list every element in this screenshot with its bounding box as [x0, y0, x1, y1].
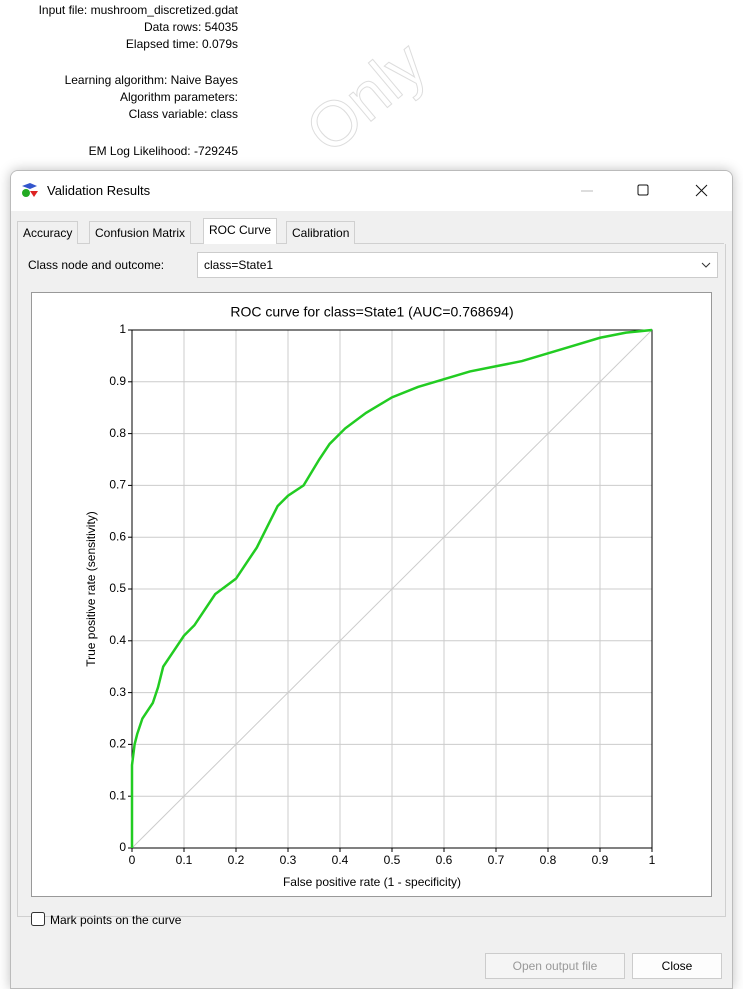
dropdown-arrow [701, 262, 711, 268]
log-block: Input file: mushroom_discretized.gdat Da… [0, 2, 238, 53]
window-title: Validation Results [47, 183, 151, 198]
y-tick-label: 0.7 [109, 478, 126, 492]
y-tick-label: 0.5 [109, 581, 126, 595]
tab[interactable]: ROC Curve [203, 218, 278, 245]
app-icon [22, 183, 38, 197]
x-tick-label: 1 [649, 853, 656, 867]
dropdown-value: class=State1 [204, 258, 274, 272]
y-tick-label: 0.3 [109, 685, 126, 699]
window-controls[interactable] [571, 179, 731, 203]
chart: ROC curve for class=State1 (AUC=0.768694… [31, 292, 712, 897]
watermark: Only [292, 27, 440, 168]
y-tick-label: 0.8 [109, 426, 126, 440]
log-line: Input file: mushroom_discretized.gdat [38, 3, 238, 17]
y-tick-label: 0.4 [109, 633, 126, 647]
y-tick-label: 0 [119, 840, 126, 854]
checkbox[interactable] [30, 911, 46, 927]
x-tick-label: 0.2 [228, 853, 245, 867]
log-line: Class variable: class [128, 107, 238, 121]
y-axis-label: True positive rate (sensitivity) [84, 511, 98, 667]
tab[interactable]: Confusion Matrix [89, 221, 192, 244]
open-output-button: Open output file [485, 953, 625, 979]
log-line: Algorithm parameters: [119, 90, 238, 104]
dropdown[interactable]: class=State1 [197, 252, 718, 278]
x-tick-label: 0.9 [592, 853, 609, 867]
x-tick-label: 0.8 [540, 853, 557, 867]
y-tick-label: 1 [119, 322, 126, 336]
roc-curve [130, 328, 653, 848]
reference-diagonal [131, 329, 653, 849]
y-tick-label: 0.1 [109, 788, 126, 802]
close-button[interactable]: Close [632, 953, 722, 979]
x-tick-label: 0.5 [384, 853, 401, 867]
x-tick-label: 0.3 [280, 853, 297, 867]
plot-frame [131, 329, 653, 849]
y-tick-label: 0.9 [109, 374, 126, 388]
chart-title: ROC curve for class=State1 (AUC=0.768694… [230, 304, 513, 320]
log-line: Learning algorithm: Naive Bayes [64, 73, 238, 87]
x-tick-label: 0.4 [332, 853, 349, 867]
x-tick-label: 0.6 [436, 853, 453, 867]
log-line: Data rows: 54035 [143, 20, 238, 34]
tab[interactable]: Accuracy [17, 221, 79, 244]
x-tick-label: 0 [129, 853, 136, 867]
x-tick-label: 0.1 [176, 853, 193, 867]
selector-label: Class node and outcome: [28, 258, 165, 272]
log-block: Learning algorithm: Naive Bayes Algorith… [0, 72, 238, 123]
log-line: EM Log Likelihood: -729245 [88, 144, 238, 158]
y-tick-label: 0.6 [109, 529, 126, 543]
log-line: Elapsed time: 0.079s [125, 37, 238, 51]
tab[interactable]: Calibration [286, 221, 356, 244]
x-tick-label: 0.7 [488, 853, 505, 867]
log-block: EM Log Likelihood: -729245 [0, 143, 238, 160]
dialog: Validation Results Accuracy Confusion Ma… [10, 170, 733, 989]
title-bar: Validation Results [11, 171, 732, 211]
checkbox-label[interactable]: Mark points on the curve [50, 913, 182, 927]
y-tick-label: 0.2 [109, 737, 126, 751]
x-axis-label: False positive rate (1 - specificity) [283, 875, 461, 889]
